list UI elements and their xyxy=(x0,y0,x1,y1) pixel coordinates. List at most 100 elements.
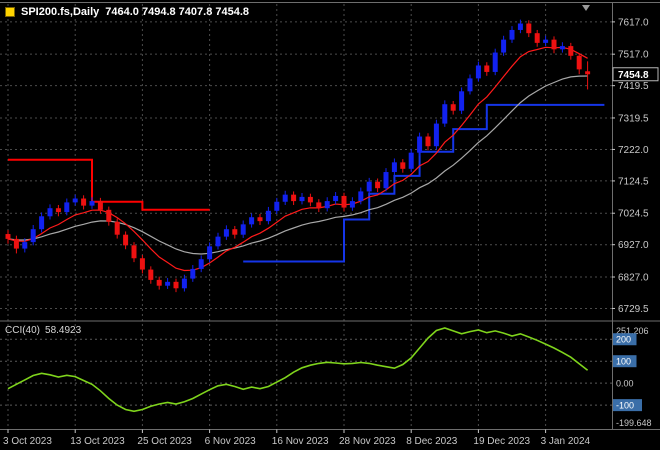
candle xyxy=(97,197,103,214)
time-axis-label: 8 Dec 2023 xyxy=(406,436,458,447)
candle xyxy=(89,197,95,209)
candle xyxy=(282,190,288,205)
candle xyxy=(274,197,280,215)
candle xyxy=(526,20,532,38)
cci-axis-level-label: 100 xyxy=(616,357,631,367)
candle xyxy=(173,278,179,293)
price-axis-label: 7024.5 xyxy=(618,209,649,220)
candle xyxy=(366,177,372,195)
candle xyxy=(534,29,540,47)
candle xyxy=(501,35,507,56)
ma-fast-line xyxy=(7,46,588,272)
candle xyxy=(442,100,448,127)
candle xyxy=(265,206,271,225)
candle xyxy=(198,255,204,273)
price-axis-label: 6927.0 xyxy=(618,240,649,251)
candle xyxy=(585,61,591,90)
candle xyxy=(450,101,456,115)
candle xyxy=(5,230,11,244)
candle xyxy=(358,187,364,205)
candle xyxy=(291,191,297,205)
candle xyxy=(257,214,263,225)
chart-symbol-period: SPI200.fs,Daily xyxy=(21,6,100,18)
cci-axis-level-label: 200 xyxy=(616,335,631,345)
grid-vertical xyxy=(7,4,547,429)
indicator-label[interactable]: CCI(40) 58.4923 xyxy=(5,325,86,336)
candle xyxy=(148,266,154,284)
time-axis-label: 13 Oct 2023 xyxy=(70,436,125,447)
price-axis-label: 7222.0 xyxy=(618,145,649,156)
candle xyxy=(349,197,355,211)
candle xyxy=(13,235,19,254)
chart-title: SPI200.fs,Daily 7464.0 7494.8 7407.8 745… xyxy=(5,6,249,18)
chart-marker-icon xyxy=(5,7,15,17)
candle xyxy=(249,213,255,228)
cci-level-lines xyxy=(0,338,612,406)
indicator-value: 58.4923 xyxy=(45,325,82,336)
price-axis-label: 6827.0 xyxy=(618,272,649,283)
candle xyxy=(543,35,549,47)
candle xyxy=(72,194,78,206)
time-axis-label: 25 Oct 2023 xyxy=(137,436,192,447)
price-axis-label: 7617.0 xyxy=(618,17,649,28)
time-axis-label: 3 Jan 2024 xyxy=(541,436,591,447)
panel-separators xyxy=(0,2,660,430)
time-axis-label: 16 Nov 2023 xyxy=(272,436,329,447)
cci-axis-label: 251.206 xyxy=(616,326,649,336)
candle xyxy=(215,232,221,250)
candle xyxy=(400,159,406,173)
current-price-value: 7454.8 xyxy=(618,70,649,81)
candle xyxy=(139,255,145,274)
candle xyxy=(517,19,523,34)
trailing-stop-down-line xyxy=(8,158,210,211)
chart-shift-marker-icon[interactable] xyxy=(582,5,590,11)
cci-axis-level-label: -100 xyxy=(616,401,634,411)
candle xyxy=(64,198,70,216)
candle xyxy=(39,212,45,233)
candle xyxy=(509,26,515,43)
candle xyxy=(417,132,423,156)
candle xyxy=(391,158,397,176)
ma-slow-line xyxy=(7,75,588,255)
grid-horizontal xyxy=(0,21,612,309)
price-axis-label: 7419.5 xyxy=(618,81,649,92)
candle xyxy=(114,218,120,239)
time-axis-label: 6 Nov 2023 xyxy=(205,436,257,447)
candle xyxy=(316,199,322,213)
price-axis-label: 7319.5 xyxy=(618,113,649,124)
candle xyxy=(551,36,557,54)
candle xyxy=(383,168,389,192)
candle xyxy=(333,192,339,205)
cci-line xyxy=(7,327,589,413)
candle xyxy=(568,42,574,60)
candle xyxy=(131,242,137,263)
indicator-name: CCI(40) xyxy=(5,325,41,336)
candle xyxy=(484,62,490,76)
candle xyxy=(165,277,171,289)
candle xyxy=(181,274,187,292)
price-axis[interactable]: 7617.0 7517.0 7419.5 7319.5 7222.0 7124.5 7024… xyxy=(612,17,649,315)
chart-ohlc-values: 7464.0 7494.8 7407.8 7454.8 xyxy=(105,6,250,18)
candle xyxy=(22,238,28,253)
candle xyxy=(207,242,213,263)
candle xyxy=(223,225,229,240)
price-axis-label: 7124.5 xyxy=(618,176,649,187)
candle xyxy=(240,220,246,238)
time-axis[interactable]: 3 Oct 2023 13 Oct 2023 25 Oct 2023 6 Nov 20… xyxy=(3,429,591,448)
candle xyxy=(307,193,313,207)
candle xyxy=(55,204,61,217)
trailing-stop-up-line xyxy=(243,103,605,263)
candle xyxy=(408,148,414,173)
candle xyxy=(425,133,431,151)
candle xyxy=(433,119,439,150)
candle xyxy=(475,61,481,82)
candle xyxy=(492,48,498,76)
candle xyxy=(459,87,465,114)
candle xyxy=(299,193,305,205)
candle xyxy=(324,197,330,212)
time-axis-label: 19 Dec 2023 xyxy=(473,436,530,447)
price-axis-label: 6729.5 xyxy=(618,304,649,315)
